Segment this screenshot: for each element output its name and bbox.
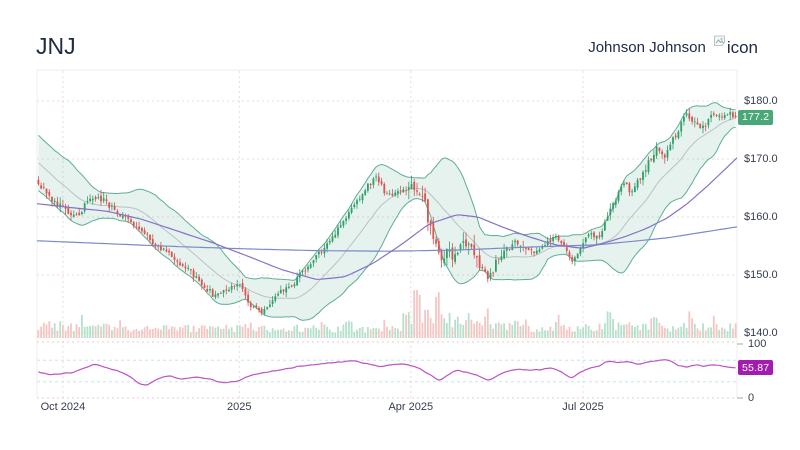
symbol-title: JNJ — [36, 33, 76, 59]
company-name: Johnson Johnson — [588, 39, 706, 56]
candlestick-series — [37, 107, 737, 316]
grid — [36, 69, 743, 399]
rsi-line — [38, 359, 736, 386]
price-axis-tick: $140.0 — [744, 326, 778, 339]
ma200-line — [37, 226, 737, 252]
last-price-badge: 177.2 — [738, 109, 774, 125]
broken-image-icon — [713, 35, 725, 46]
volume-bars — [37, 290, 737, 338]
x-axis-tick: 2025 — [227, 401, 252, 413]
x-axis-tick: Jul 2025 — [562, 401, 604, 413]
price-axis-tick: $170.0 — [744, 152, 778, 165]
price-axis-tick: $150.0 — [744, 268, 778, 281]
header-right: Johnson Johnson icon — [588, 35, 758, 58]
moving-averages — [37, 157, 737, 280]
price-axis-tick: $180.0 — [744, 94, 778, 107]
price-axis-tick: $160.0 — [744, 210, 778, 223]
rsi-panel — [38, 359, 736, 386]
rsi-axis-tick: 100 — [748, 337, 767, 350]
logo-alt-text: icon — [726, 38, 758, 57]
x-axis-tick: Oct 2024 — [40, 401, 86, 413]
company-logo-broken-image: icon — [713, 35, 758, 57]
bollinger-band — [38, 102, 736, 321]
ma50-line — [37, 157, 737, 280]
x-axis-tick: Apr 2025 — [388, 401, 434, 413]
rsi-value-badge: 55.87 — [738, 360, 774, 376]
rsi-axis-tick: 0 — [748, 391, 755, 404]
